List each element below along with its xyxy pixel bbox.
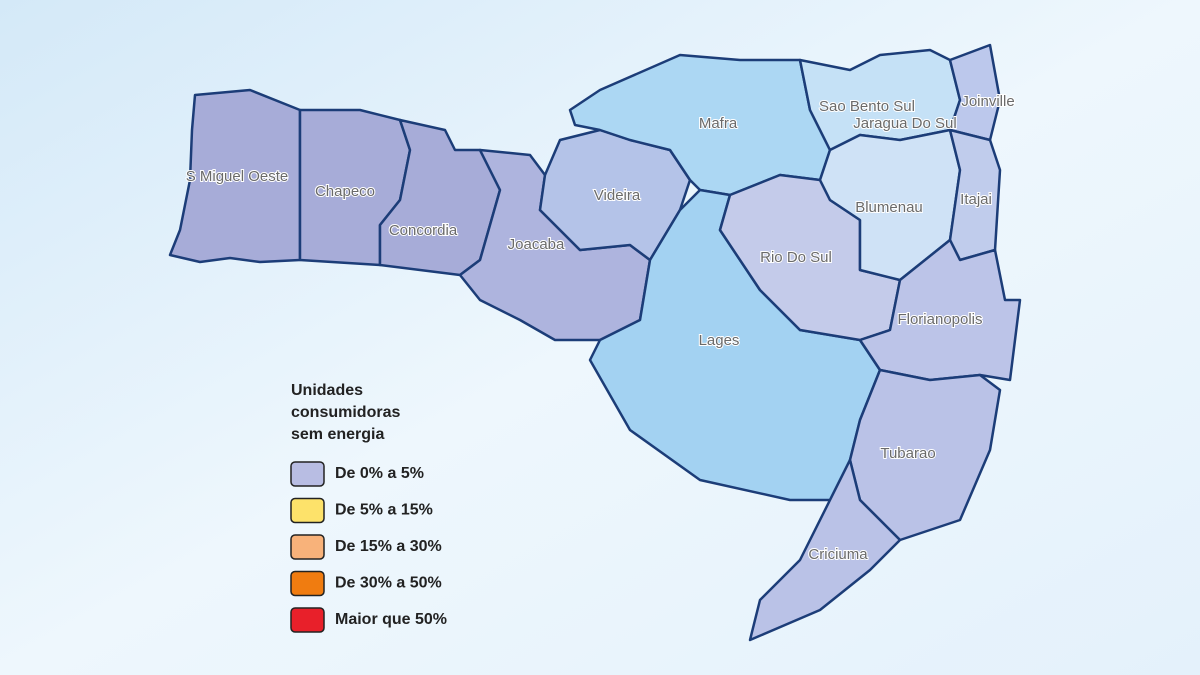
region <box>538 128 692 262</box>
region-label: Chapeco <box>315 183 375 200</box>
legend-swatch <box>290 534 325 560</box>
region-label: Lages <box>699 332 740 349</box>
regions <box>168 43 1022 642</box>
region-label: Itajai <box>960 191 992 208</box>
region-label: Concordia <box>389 222 458 239</box>
legend-swatch <box>290 461 325 487</box>
legend-swatch <box>290 607 325 633</box>
region <box>748 458 902 642</box>
legend-swatch <box>290 497 325 524</box>
legend-swatch <box>290 570 325 597</box>
region <box>848 368 1002 542</box>
legend-title: Unidades <box>291 382 363 399</box>
legend-title: consumidoras <box>291 404 400 421</box>
legend-label: De 15% a 30% <box>335 538 442 555</box>
region-label: Mafra <box>699 115 738 132</box>
legend-label: De 5% a 15% <box>335 502 433 519</box>
region-label: Sao Bento Sul <box>819 98 915 115</box>
region <box>858 238 1022 382</box>
region-label: Criciuma <box>808 546 868 563</box>
region-label: Videira <box>594 187 641 204</box>
legend-title: sem energia <box>291 426 384 443</box>
region-label: Florianopolis <box>897 311 982 328</box>
legend-label: De 30% a 50% <box>335 575 442 592</box>
region-label: Joacaba <box>508 236 565 253</box>
legend-label: Maior que 50% <box>335 611 447 628</box>
region-label: S Miguel Oeste <box>186 168 289 185</box>
region-label: Joinville <box>961 93 1014 110</box>
region-label: Blumenau <box>855 199 923 216</box>
region-label: Tubarao <box>880 445 935 462</box>
region <box>168 88 302 264</box>
region-label: Rio Do Sul <box>760 249 832 266</box>
legend-label: De 0% a 5% <box>335 465 424 482</box>
region-labels: S Miguel Oeste Chapeco Concordia Joacaba Vid… <box>185 92 1016 564</box>
region-label: Jaragua Do Sul <box>853 115 956 132</box>
legend: Unidades consumidoras sem energia De 0% a 5… <box>290 382 447 633</box>
